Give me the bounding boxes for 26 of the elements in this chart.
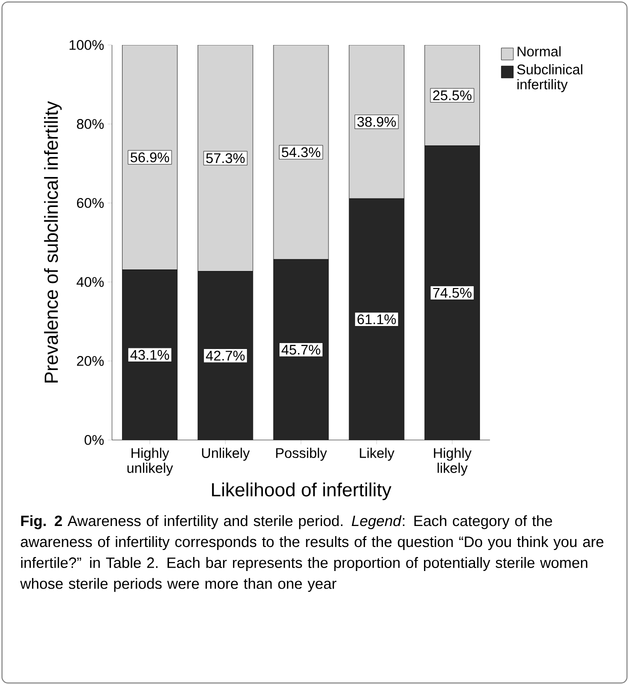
x-tick-label: Possibly [276, 448, 327, 461]
y-tick-label: 0% [84, 435, 104, 445]
data-label: 74.5% [433, 288, 472, 298]
y-tick-label: 100% [70, 40, 104, 50]
data-label: 56.9% [130, 152, 170, 162]
data-label: 42.7% [206, 350, 245, 361]
data-label: 45.7% [282, 344, 320, 355]
y-tick-label: 80% [76, 119, 104, 129]
legend-label: Normal [518, 46, 561, 56]
data-label: 38.9% [357, 116, 396, 127]
data-label: 61.1% [358, 314, 396, 324]
text: Fig. 2 Awareness of infertility and sterile period. Legend: Each category of the awareness of infertility corresponds to the results of the question “Do you think you are infertile?” in Table 2. Each bar represents the proportion of potentially sterile women whose sterile periods were more than one year [20, 515, 604, 592]
x-axis-title: Likelihood of infertility [212, 482, 392, 500]
y-tick-label: 20% [77, 356, 104, 366]
data-label: 57.3% [206, 153, 245, 164]
x-tick-label: Highly unlikely [127, 448, 174, 476]
data-label: 54.3% [282, 147, 320, 158]
data-label: 25.5% [433, 90, 472, 100]
y-tick-label: 60% [77, 198, 104, 208]
y-tick-label: 40% [76, 277, 104, 287]
y-axis-title: Prevalence of subclinical infertility [44, 101, 62, 382]
legend-label: Subclinical infertility [517, 64, 582, 92]
data-label: 43.1% [130, 350, 170, 360]
x-tick-label: Highly likely [434, 448, 472, 476]
x-tick-label: Likely [360, 448, 394, 461]
x-tick-label: Unlikely [202, 448, 250, 461]
